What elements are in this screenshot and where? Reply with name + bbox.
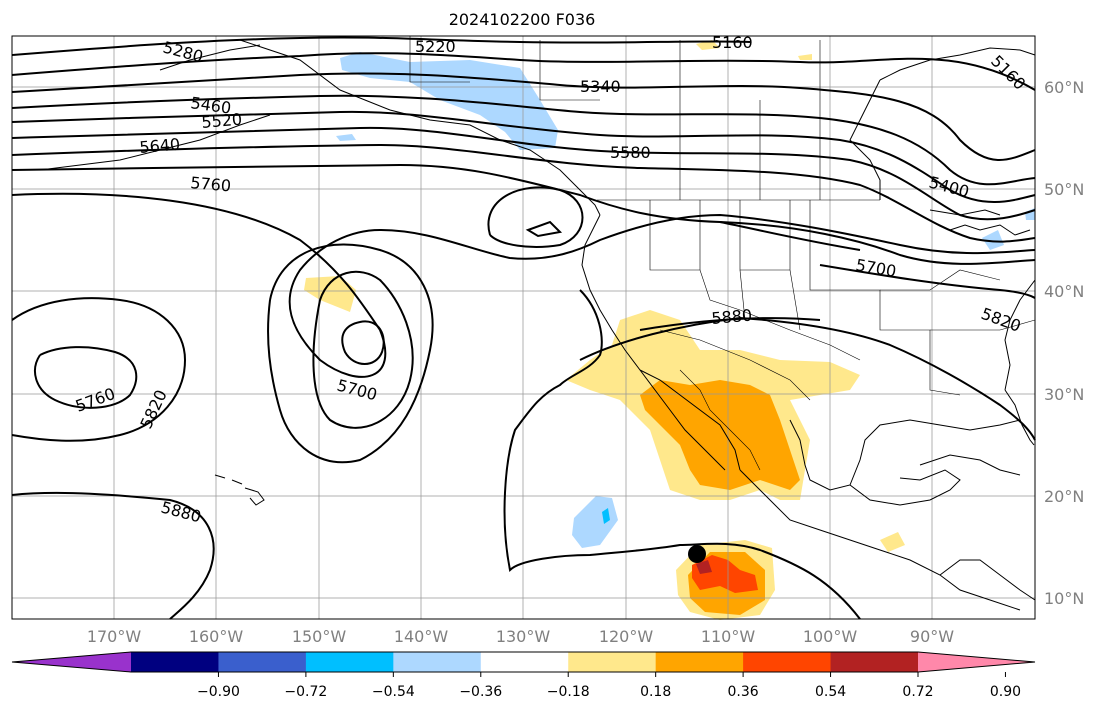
lat-label-50n: 50°N (1044, 180, 1084, 199)
contour-label-5220: 5220 (415, 37, 456, 56)
negative-shading-greatlakes (982, 230, 1004, 250)
lon-label-170w: 170°W (87, 627, 142, 646)
contour-label-5880-e: 5880 (711, 306, 753, 328)
colorbar-tick-label: −0.54 (372, 684, 415, 700)
graticule (12, 36, 1035, 619)
latitude-labels: 60°N 50°N 40°N 30°N 20°N 10°N (1044, 78, 1084, 608)
lon-label-110w: 110°W (701, 627, 756, 646)
colorbar-segment (218, 652, 307, 672)
map-panel: 5220 5160 5280 5340 5460 5520 5580 5640 … (11, 33, 1036, 620)
lon-label-150w: 150°W (292, 627, 347, 646)
map-title: 2024102200 F036 (449, 10, 596, 29)
political-borders (409, 36, 1036, 471)
height-contours (11, 36, 1036, 620)
lon-label-140w: 140°W (394, 627, 449, 646)
colorbar-extend-max (918, 652, 1035, 672)
colorbar-segment (655, 652, 744, 672)
colorbar-segment (480, 652, 569, 672)
positive-shading-mid-pacific (304, 276, 356, 312)
storm-center-marker (688, 545, 706, 563)
colorbar-segment (568, 652, 657, 672)
lon-label-160w: 160°W (189, 627, 244, 646)
positive-shading-central-america (880, 532, 905, 552)
colorbar-segment (743, 652, 832, 672)
lon-label-100w: 100°W (803, 627, 858, 646)
colorbar-segment (830, 652, 919, 672)
lat-label-30n: 30°N (1044, 385, 1084, 404)
contour-label-5520: 5520 (201, 110, 243, 132)
positive-shading-south-darkred (696, 560, 712, 574)
negative-shading-small-1 (336, 134, 356, 141)
colorbar-tick-label: −0.18 (547, 684, 590, 700)
colorbar-tick-label: 0.72 (902, 684, 933, 700)
shaded-field (304, 40, 1035, 620)
colorbar-tick-label: 0.54 (815, 684, 846, 700)
colorbar: −0.90 −0.72 −0.54 −0.36 −0.18 0.18 0.36 0.54 0.7… (11, 651, 1036, 700)
lat-label-40n: 40°N (1044, 282, 1084, 301)
colorbar-outline (11, 651, 1036, 673)
coastlines (39, 39, 1036, 611)
contour-label-5640: 5640 (139, 135, 181, 157)
positive-shading-yukon-2 (798, 54, 812, 60)
colorbar-segment (305, 652, 394, 672)
contour-label-5160-n: 5160 (712, 33, 753, 52)
longitude-labels: 170°W 160°W 150°W 140°W 130°W 120°W 110°… (87, 627, 954, 646)
lon-label-120w: 120°W (599, 627, 654, 646)
lon-label-130w: 130°W (496, 627, 551, 646)
colorbar-tick-label: −0.72 (284, 684, 327, 700)
contour-label-5760-n: 5760 (190, 173, 232, 195)
negative-shading-pacific-core (602, 508, 610, 524)
colorbar-tick-label: 0.36 (728, 684, 759, 700)
lat-label-60n: 60°N (1044, 78, 1084, 97)
lon-label-90w: 90°W (910, 627, 954, 646)
colorbar-extend-min (12, 652, 131, 672)
colorbar-tick-label: 0.18 (640, 684, 671, 700)
contour-label-5580: 5580 (610, 143, 651, 162)
colorbar-segment (393, 652, 482, 672)
contour-label-5340: 5340 (580, 77, 621, 96)
colorbar-segment (131, 652, 219, 672)
lat-label-20n: 20°N (1044, 487, 1084, 506)
lat-label-10n: 10°N (1044, 589, 1084, 608)
colorbar-tick-label: −0.90 (197, 684, 240, 700)
colorbar-tick-label: 0.90 (990, 684, 1021, 700)
positive-shading-mexico-orange (640, 380, 800, 490)
colorbar-tick-label: −0.36 (459, 684, 502, 700)
